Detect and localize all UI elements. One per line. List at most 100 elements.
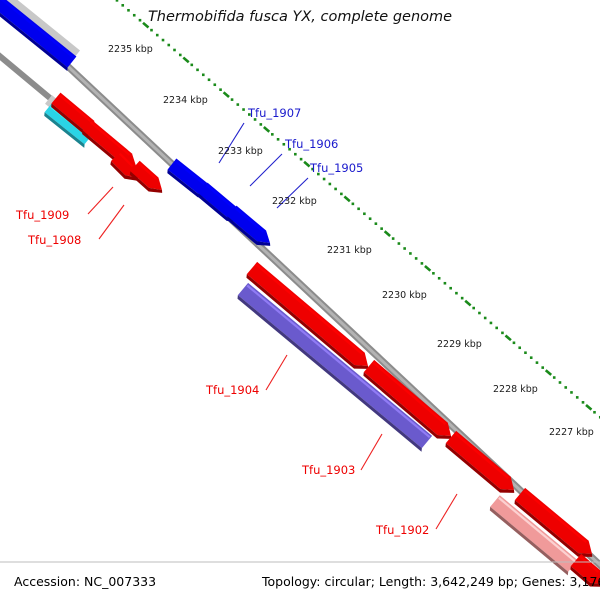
gene-arrow-body[interactable] <box>363 359 456 442</box>
gene-arrow-highlight <box>523 489 587 544</box>
feature-bar-body[interactable] <box>237 282 433 449</box>
gene-arrow-highlight <box>579 555 600 573</box>
leader-line <box>218 122 245 164</box>
gene-label-tfu_1907[interactable]: Tfu_1907 <box>247 106 301 120</box>
tick-minor <box>127 8 130 12</box>
gene-feature[interactable] <box>236 282 434 452</box>
gene-feature[interactable] <box>0 0 82 72</box>
tick-minor <box>570 391 573 394</box>
gene-arrow-body[interactable] <box>198 182 245 225</box>
gene-label-tfu_1902[interactable]: Tfu_1902 <box>375 523 429 537</box>
tick-label: 2234 kbp <box>163 95 208 106</box>
tick-minor <box>150 28 153 32</box>
tick-major <box>585 403 593 411</box>
gene-arrow-body[interactable] <box>130 160 166 195</box>
gene-feature[interactable] <box>362 359 458 446</box>
tick-minor <box>340 192 343 196</box>
tick-major <box>262 126 271 133</box>
gene-label-tfu_1903[interactable]: Tfu_1903 <box>301 463 355 477</box>
tick-major <box>142 21 150 29</box>
gene-label-tfu_1904[interactable]: Tfu_1904 <box>205 383 259 397</box>
leader-line <box>87 186 114 215</box>
gene-feature[interactable] <box>444 430 521 500</box>
gene-arrow-highlight <box>137 162 157 180</box>
gene-arrow-body[interactable] <box>167 158 216 201</box>
tick-minor <box>121 4 125 7</box>
tick-minor <box>248 113 251 116</box>
gene-label-tfu_1909[interactable]: Tfu_1909 <box>15 208 69 222</box>
gene-feature[interactable] <box>513 487 599 564</box>
gene-feature[interactable] <box>226 205 276 252</box>
tick-label-layer: 2235 kbp 2234 kbp 2233 kbp 2232 kbp 2231 kbp… <box>108 44 594 438</box>
tick-minor <box>391 237 395 240</box>
tick-minor <box>196 68 199 72</box>
genome-details-text: Topology: circular; Length: 3,642,249 bp… <box>261 574 600 589</box>
tick-minor <box>236 103 240 106</box>
tick-minor <box>564 386 568 389</box>
tick-minor <box>414 257 418 260</box>
feature-bar-body[interactable] <box>490 495 578 572</box>
gene-arrow-highlight <box>89 121 131 156</box>
leader-line <box>276 177 309 209</box>
tick-minor <box>288 147 291 151</box>
tick-label: 2232 kbp <box>272 196 317 207</box>
tick-minor <box>357 207 360 211</box>
leader-line <box>360 433 383 471</box>
gene-arrow-body[interactable] <box>51 92 103 139</box>
leader-line <box>435 493 458 530</box>
tick-label: 2231 kbp <box>327 245 372 256</box>
feature-bar-bevel <box>489 506 569 576</box>
feature-bar-highlight <box>498 497 577 563</box>
tick-minor <box>512 341 516 345</box>
feature-bar-bevel <box>0 0 68 72</box>
feature-bar-highlight <box>0 0 75 59</box>
gene-feature[interactable] <box>128 160 168 199</box>
gene-label-tfu_1908[interactable]: Tfu_1908 <box>27 233 81 247</box>
tick-minor <box>213 83 217 87</box>
tick-major <box>504 334 512 342</box>
tick-minor <box>374 222 378 225</box>
gene-arrow-body[interactable] <box>246 261 373 372</box>
tick-minor <box>409 252 412 255</box>
tick-minor <box>334 187 337 191</box>
tick-major <box>222 91 230 98</box>
tick-label: 2227 kbp <box>549 427 594 438</box>
feature-bar-body[interactable] <box>44 103 92 145</box>
tick-major <box>343 195 351 203</box>
leader-line <box>265 354 288 391</box>
tick-minor <box>449 286 452 290</box>
gene-arrow-highlight <box>234 207 265 233</box>
tick-minor <box>524 351 527 355</box>
tick-minor <box>201 73 205 77</box>
tick-minor <box>420 262 424 265</box>
gene-arrow-bevel <box>570 566 600 587</box>
tick-minor <box>598 415 600 419</box>
tick-minor <box>535 361 539 364</box>
tick-minor <box>259 123 263 126</box>
tick-minor <box>437 276 441 280</box>
tick-minor <box>581 401 585 404</box>
gene-feature[interactable] <box>488 495 579 576</box>
gene-label-tfu_1905[interactable]: Tfu_1905 <box>309 161 363 175</box>
feature-bar-body[interactable] <box>0 0 77 68</box>
gene-arrow-body[interactable] <box>570 553 600 590</box>
tick-minor <box>432 272 435 275</box>
gene-arrow-body[interactable] <box>227 205 274 249</box>
tick-minor <box>276 138 280 141</box>
tick-minor <box>271 133 274 136</box>
gene-label-tfu_1906[interactable]: Tfu_1906 <box>284 137 338 151</box>
gene-feature[interactable] <box>245 261 375 376</box>
tick-major <box>182 56 190 64</box>
gene-arrow-body[interactable] <box>445 430 519 496</box>
tick-minor <box>161 38 165 42</box>
gene-arrow-body[interactable] <box>514 487 597 560</box>
gene-feature[interactable] <box>569 553 600 594</box>
gene-label-layer[interactable]: Tfu_1909 Tfu_1908 Tfu_1907 Tfu_1906 Tfu_1905… <box>15 106 429 537</box>
tick-minor <box>328 182 332 186</box>
tick-minor <box>575 396 579 399</box>
tick-minor <box>443 281 447 285</box>
tick-minor <box>489 321 493 325</box>
tick-minor <box>397 242 401 245</box>
